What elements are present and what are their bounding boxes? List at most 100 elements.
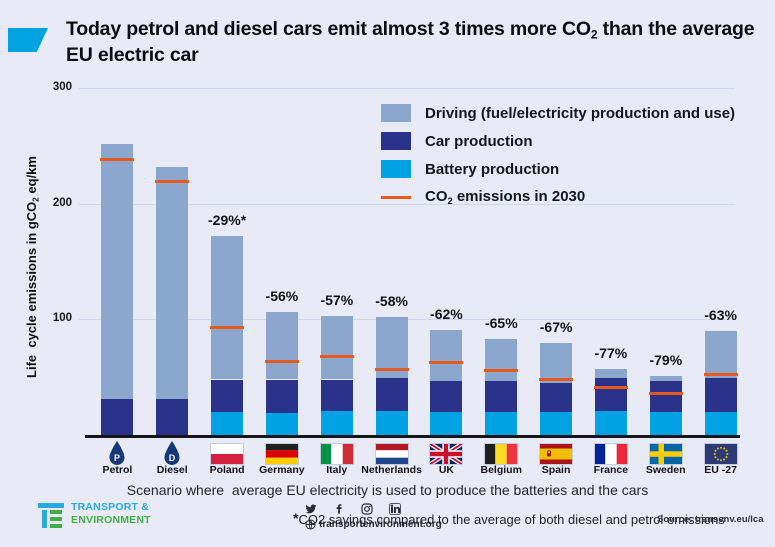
legend-label-battery: Battery production bbox=[425, 160, 560, 178]
legend-item-car: Car production bbox=[381, 127, 735, 155]
bar-poland-driving bbox=[211, 236, 244, 380]
linkedin-icon[interactable] bbox=[389, 503, 401, 515]
svg-text:P: P bbox=[114, 453, 120, 463]
co2-2030-line-belgium bbox=[484, 368, 519, 372]
es-flag-icon bbox=[539, 443, 574, 465]
bar-belgium-car-production bbox=[485, 380, 518, 412]
category-label-germany: Germany bbox=[259, 464, 305, 476]
flag-cell-sweden bbox=[638, 443, 693, 470]
fr-flag-icon bbox=[593, 443, 628, 465]
category-label-spain: Spain bbox=[541, 464, 571, 476]
bar-diesel-car-production bbox=[156, 399, 189, 435]
savings-label-belgium: -65% bbox=[484, 315, 518, 331]
scenario-caption: Scenario where average EU electricity is… bbox=[126, 482, 649, 498]
it-flag-icon bbox=[319, 443, 354, 465]
flag-cell-petrol: P bbox=[90, 440, 145, 472]
diesel-drop-icon: D bbox=[164, 441, 180, 465]
title-text-2: than the average EU electric car bbox=[66, 18, 755, 66]
instagram-icon[interactable] bbox=[361, 503, 373, 515]
flag-cell-uk bbox=[419, 441, 474, 470]
savings-label-poland: -29%* bbox=[208, 212, 247, 229]
te-logo-icon bbox=[38, 501, 65, 528]
co2-2030-line-poland bbox=[210, 325, 245, 329]
flag-cell-germany bbox=[255, 443, 310, 470]
bar-sweden-car-production bbox=[649, 380, 682, 412]
bar-spain-driving bbox=[540, 342, 573, 383]
gridline-300 bbox=[79, 88, 735, 89]
uk-flag-icon bbox=[428, 441, 465, 467]
co2-2030-line-germany bbox=[264, 359, 299, 363]
flag-cell-netherlands bbox=[364, 443, 419, 470]
page-title: Today petrol and diesel cars emit almost… bbox=[66, 17, 766, 69]
co2-2030-line-france bbox=[593, 386, 628, 390]
bar-spain-car-production bbox=[540, 382, 573, 412]
te-logo-text: TRANSPORT & ENVIRONMENT bbox=[71, 501, 151, 527]
gridline-200 bbox=[79, 203, 735, 205]
bar-poland-car-production bbox=[211, 379, 244, 412]
transport-environment-logo: TRANSPORT & ENVIRONMENT bbox=[38, 501, 151, 528]
co2-2030-line-spain bbox=[539, 378, 574, 381]
savings-label-eu-27: -63% bbox=[704, 306, 737, 323]
co2-2030-line-swatch bbox=[381, 195, 411, 199]
flag-cell-poland bbox=[200, 443, 255, 470]
y-tick-200: 200 bbox=[52, 196, 72, 209]
twitter-icon[interactable] bbox=[305, 503, 317, 515]
co2-2030-line-uk bbox=[429, 360, 464, 364]
legend-label-driving: Driving (fuel/electricity production and… bbox=[425, 104, 736, 122]
facebook-icon[interactable] bbox=[333, 503, 345, 515]
chart-legend: Driving (fuel/electricity production and… bbox=[381, 99, 735, 211]
bar-belgium-driving bbox=[485, 339, 518, 381]
bar-uk-battery-production bbox=[430, 411, 463, 435]
savings-label-uk: -62% bbox=[430, 305, 463, 322]
bar-eu-27-car-production bbox=[704, 378, 737, 412]
flag-cell-spain bbox=[529, 443, 584, 470]
co2-2030-line-diesel bbox=[155, 180, 190, 184]
bar-italy-car-production bbox=[320, 379, 353, 411]
bar-belgium-battery-production bbox=[485, 411, 518, 435]
legend-item-co2-2030: CO2 emissions in 2030 bbox=[381, 183, 735, 211]
category-label-belgium: Belgium bbox=[480, 464, 522, 476]
bar-spain-battery-production bbox=[540, 411, 573, 435]
bar-petrol-car-production bbox=[101, 399, 134, 435]
title-subscript: 2 bbox=[590, 27, 598, 42]
be-flag-icon bbox=[484, 443, 519, 465]
savings-label-germany: -56% bbox=[265, 288, 299, 305]
co2-2030-line-eu-27 bbox=[703, 373, 738, 377]
footnote-star: * bbox=[293, 510, 299, 526]
pl-flag-icon bbox=[210, 443, 245, 465]
bar-netherlands-car-production bbox=[375, 378, 408, 411]
bar-petrol-driving bbox=[101, 143, 134, 400]
category-label-italy: Italy bbox=[326, 464, 348, 476]
bar-italy-battery-production bbox=[320, 410, 353, 435]
se-flag-icon bbox=[648, 443, 683, 465]
svg-text:D: D bbox=[169, 453, 176, 463]
bar-netherlands-battery-production bbox=[375, 410, 408, 435]
y-tick-100: 100 bbox=[52, 312, 72, 325]
savings-label-spain: -67% bbox=[539, 318, 573, 335]
category-label-eu-27: EU -27 bbox=[704, 464, 737, 476]
y-axis-title: Life cycle emissions in gCO2 eq/km bbox=[24, 156, 41, 378]
bar-france-driving bbox=[594, 369, 627, 379]
bar-germany-car-production bbox=[265, 379, 298, 413]
petrol-drop-icon: P bbox=[109, 441, 125, 465]
legend-label-co2-2030: CO2 emissions in 2030 bbox=[425, 188, 586, 206]
title-text: Today petrol and diesel cars emit almost… bbox=[66, 18, 591, 40]
flag-cell-diesel: D bbox=[145, 440, 200, 472]
category-label-netherlands: Netherlands bbox=[361, 464, 422, 476]
co2-2030-line-italy bbox=[319, 354, 354, 358]
savings-label-sweden: -79% bbox=[649, 352, 683, 368]
y-tick-300: 300 bbox=[52, 81, 72, 93]
website-link[interactable]: transportenvironment.org bbox=[305, 519, 442, 530]
bar-uk-car-production bbox=[430, 380, 463, 412]
co2-2030-line-netherlands bbox=[374, 367, 409, 371]
title-accent-shape bbox=[8, 28, 48, 52]
savings-label-france: -77% bbox=[594, 345, 628, 362]
bar-uk-driving bbox=[430, 329, 463, 381]
bar-sweden-driving bbox=[649, 376, 682, 381]
legend-item-battery: Battery production bbox=[381, 155, 735, 183]
x-axis-line bbox=[85, 435, 740, 438]
driving-swatch bbox=[381, 104, 411, 122]
footnote: *CO2 savings compared to the average of … bbox=[293, 510, 725, 527]
category-label-sweden: Sweden bbox=[645, 464, 686, 476]
bar-italy-driving bbox=[320, 315, 353, 380]
